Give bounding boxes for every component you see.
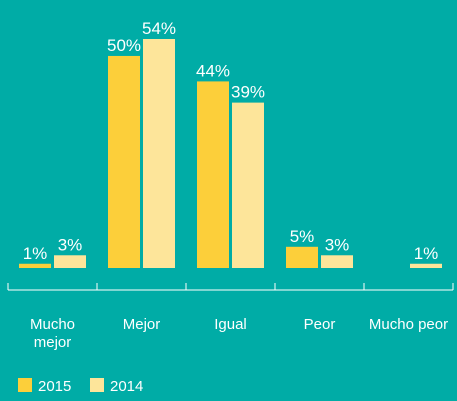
legend-label: 2014: [110, 378, 143, 395]
bar: [410, 263, 442, 268]
value-label: 44%: [196, 61, 230, 80]
bar: [108, 55, 140, 268]
value-label: 3%: [58, 235, 83, 254]
bar: [54, 255, 86, 268]
legend-swatch: [18, 378, 32, 392]
value-label: 50%: [107, 36, 141, 55]
value-label: 54%: [142, 19, 176, 38]
legend-label: 2015: [38, 378, 71, 395]
bar: [286, 246, 318, 268]
bar: [19, 263, 51, 268]
x-tick-label: Mucho peor: [368, 316, 449, 333]
value-label: 1%: [23, 244, 48, 263]
x-tick-label: Peor: [303, 316, 336, 333]
x-tick-label: Mucho mejor: [29, 316, 76, 351]
bar: [321, 255, 353, 268]
bar: [232, 102, 264, 268]
bar: [143, 39, 175, 268]
value-label: 1%: [414, 244, 439, 263]
value-label: 3%: [325, 235, 350, 254]
value-label: 5%: [290, 227, 315, 246]
bar: [197, 81, 229, 268]
x-tick-label: Igual: [214, 316, 247, 333]
value-label: 39%: [231, 83, 265, 102]
legend-swatch: [90, 378, 104, 392]
x-tick-label: Mejor: [122, 316, 161, 333]
